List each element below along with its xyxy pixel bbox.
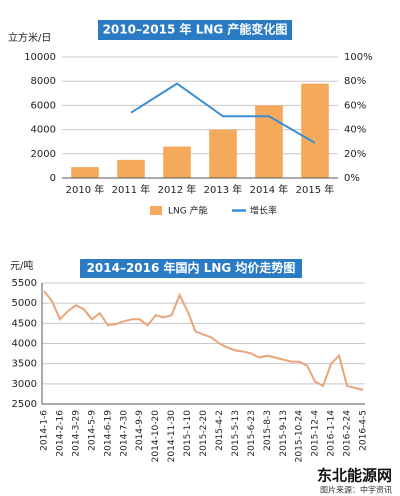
- y-tick-label: 3500: [12, 359, 37, 370]
- chart-title: 2010–2015 年 LNG 产能变化图: [103, 22, 288, 37]
- y2-tick-label: 0%: [344, 173, 360, 184]
- x-tick-label: 2015-12-4: [311, 410, 321, 457]
- title-banner: [80, 259, 302, 278]
- x-tick-label: 2015 年: [296, 183, 335, 196]
- y2-tick-label: 20%: [344, 149, 366, 160]
- y-tick-label: 8000: [31, 76, 56, 87]
- bar: [71, 167, 99, 178]
- bar: [163, 146, 191, 178]
- title-banner: [98, 20, 292, 40]
- y2-tick-label: 100%: [344, 52, 373, 63]
- source: 图片来源：中宇资讯: [320, 485, 392, 495]
- y-axis-label: 元/吨: [10, 259, 33, 272]
- x-tick-label: 2014-1-6: [40, 410, 50, 451]
- y2-tick-label: 60%: [344, 100, 366, 111]
- x-tick-label: 2014-2-16: [55, 410, 65, 457]
- watermark: 东北能源网: [317, 467, 392, 485]
- legend-label: 增长率: [250, 205, 277, 217]
- x-tick-label: 2014-11-30: [167, 410, 177, 463]
- x-tick-label: 2014-7-30: [119, 410, 129, 457]
- y-tick-label: 3000: [12, 379, 37, 390]
- y-tick-label: 0: [50, 173, 56, 184]
- x-tick-label: 2013 年: [204, 183, 243, 196]
- x-tick-label: 2014 年: [250, 183, 289, 196]
- x-tick-label: 2014-6-19: [103, 410, 113, 457]
- y-axis-label: 立方米/日: [8, 31, 51, 44]
- bar: [301, 83, 329, 178]
- y-tick-label: 5000: [12, 298, 37, 309]
- legend-label: LNG 产能: [168, 205, 208, 217]
- growth-line: [130, 82, 316, 144]
- x-tick-label: 2015-2-20: [199, 410, 209, 457]
- x-tick-label: 2010 年: [66, 183, 105, 196]
- y-tick-label: 4500: [12, 318, 37, 329]
- x-tick-label: 2015-4-2: [215, 410, 225, 451]
- x-tick-label: 2012 年: [158, 183, 197, 196]
- x-tick-label: 2014-9-9: [135, 410, 145, 451]
- x-tick-label: 2015-8-3: [263, 410, 273, 451]
- y2-tick-label: 40%: [344, 125, 366, 136]
- y-tick-label: 2000: [31, 149, 56, 160]
- y-tick-label: 6000: [31, 100, 56, 111]
- y-tick-label: 10000: [24, 52, 56, 63]
- chart-title: 2014–2016 年国内 LNG 均价走势图: [87, 260, 296, 275]
- x-tick-label: 2014-5-9: [87, 410, 97, 451]
- y-tick-label: 5500: [12, 278, 37, 289]
- y-tick-label: 4000: [12, 339, 37, 350]
- price-line: [43, 290, 364, 391]
- legend-swatch: [150, 206, 162, 215]
- x-tick-label: 2015-1-10: [183, 410, 193, 457]
- bar: [209, 129, 237, 178]
- y-tick-label: 2500: [12, 399, 37, 410]
- x-tick-label: 2014-3-29: [71, 410, 81, 457]
- x-tick-label: 2015-10-24: [295, 410, 305, 463]
- x-tick-label: 2015-5-13: [231, 410, 241, 457]
- x-tick-label: 2016-4-5: [359, 410, 369, 451]
- bar: [255, 105, 283, 178]
- y2-tick-label: 80%: [344, 76, 366, 87]
- y-tick-label: 4000: [31, 125, 56, 136]
- x-tick-label: 2015-6-23: [247, 410, 257, 457]
- x-tick-label: 2014-10-20: [151, 410, 161, 463]
- x-tick-label: 2016-1-14: [327, 410, 337, 457]
- x-tick-label: 2016-2-24: [343, 410, 353, 457]
- bar: [117, 159, 145, 178]
- x-tick-label: 2011 年: [112, 183, 151, 196]
- x-tick-label: 2015-9-13: [279, 410, 289, 457]
